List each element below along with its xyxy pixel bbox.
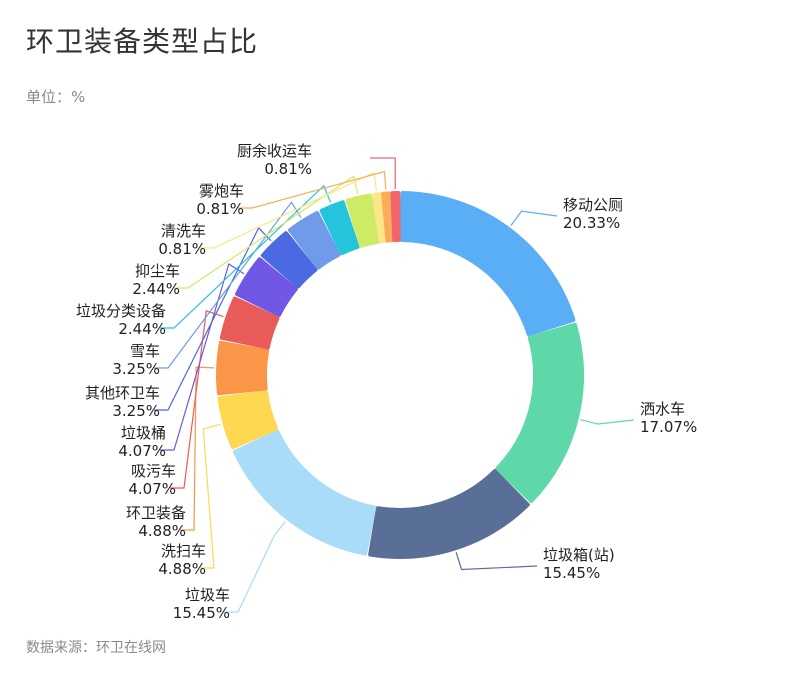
slice-4-name-label: 垃圾车 bbox=[185, 586, 230, 604]
slice-8 bbox=[235, 257, 298, 317]
slice-5-leader bbox=[200, 423, 221, 569]
slice-10-name-label: 雪车 bbox=[130, 342, 160, 360]
slice-5 bbox=[217, 390, 279, 450]
leader-lines bbox=[154, 157, 635, 613]
slice-14-value-label: 0.81% bbox=[196, 200, 244, 218]
chart-source: 数据来源：环卫在线网 bbox=[26, 640, 166, 656]
slice-12-name-label: 抑尘车 bbox=[135, 262, 180, 280]
slice-5-name-label: 洗扫车 bbox=[161, 542, 206, 560]
slice-10-value-label: 3.25% bbox=[112, 360, 160, 378]
slice-14-name-label: 雾炮车 bbox=[199, 182, 244, 200]
slice-14-leader bbox=[238, 170, 387, 209]
slice-6-value-label: 4.88% bbox=[138, 522, 186, 540]
slice-4-value-label: 15.45% bbox=[173, 604, 230, 622]
slice-1-name-label: 移动公厕 bbox=[563, 196, 623, 214]
slice-4 bbox=[232, 429, 377, 556]
slice-3-name-label: 垃圾箱(站) bbox=[543, 546, 615, 564]
slice-2-leader bbox=[580, 419, 635, 425]
slice-2-name-label: 洒水车 bbox=[640, 400, 685, 418]
slice-7-value-label: 4.07% bbox=[128, 480, 176, 498]
slice-5-value-label: 4.88% bbox=[158, 560, 206, 578]
slice-8-value-label: 4.07% bbox=[118, 442, 166, 460]
slice-15 bbox=[390, 191, 401, 243]
slice-9-value-label: 3.25% bbox=[112, 402, 160, 420]
slice-2 bbox=[495, 322, 584, 504]
slice-14 bbox=[381, 191, 394, 243]
chart-unit: 单位：% bbox=[26, 88, 86, 106]
slice-7-name-label: 吸污车 bbox=[131, 462, 176, 480]
slice-9-name-label: 其他环卫车 bbox=[85, 384, 160, 402]
slice-11-name-label: 垃圾分类设备 bbox=[76, 302, 166, 320]
slice-1-value-label: 20.33% bbox=[563, 214, 620, 232]
slice-labels: 移动公厕20.33%洒水车17.07%垃圾箱(站)15.45%垃圾车15.45%… bbox=[76, 142, 697, 622]
slice-6-leader bbox=[180, 366, 215, 531]
slice-13 bbox=[371, 192, 388, 244]
chart-title: 环卫装备类型占比 bbox=[26, 25, 259, 58]
slice-3-leader bbox=[455, 552, 538, 571]
slice-1 bbox=[399, 191, 576, 337]
slice-15-name-label: 厨余收运车 bbox=[237, 142, 312, 160]
slice-11 bbox=[319, 200, 360, 256]
slice-15-leader bbox=[370, 157, 396, 190]
slice-12-leader bbox=[174, 175, 359, 289]
slice-13-value-label: 0.81% bbox=[158, 240, 206, 258]
slice-2-value-label: 17.07% bbox=[640, 418, 697, 436]
slice-11-value-label: 2.44% bbox=[118, 320, 166, 338]
slice-7-leader bbox=[170, 310, 224, 489]
slice-13-leader bbox=[200, 171, 377, 249]
slice-3 bbox=[368, 469, 530, 559]
slice-6-name-label: 环卫装备 bbox=[126, 504, 186, 522]
slice-10 bbox=[287, 211, 341, 270]
slice-6 bbox=[216, 340, 270, 396]
slice-12-value-label: 2.44% bbox=[132, 280, 180, 298]
slice-8-name-label: 垃圾桶 bbox=[121, 424, 166, 442]
slice-15-value-label: 0.81% bbox=[264, 160, 312, 178]
slice-9-leader bbox=[154, 226, 272, 411]
slice-4-leader bbox=[224, 521, 286, 613]
slice-7 bbox=[219, 296, 280, 350]
donut-slices bbox=[216, 191, 584, 559]
slice-1-leader bbox=[510, 210, 558, 227]
slice-12 bbox=[345, 193, 380, 248]
slice-9 bbox=[260, 231, 318, 289]
slice-3-value-label: 15.45% bbox=[543, 564, 600, 582]
slice-13-name-label: 清洗车 bbox=[161, 222, 206, 240]
